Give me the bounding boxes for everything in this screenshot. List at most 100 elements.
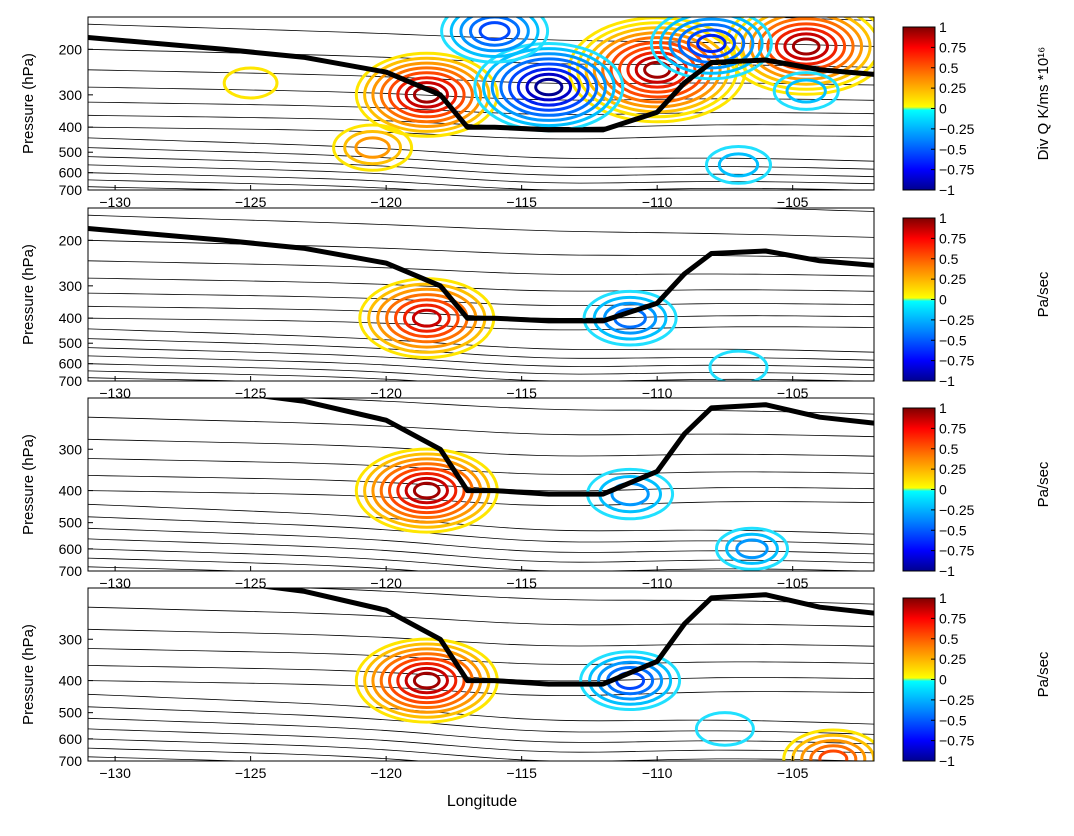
theta-contour [88, 328, 874, 353]
tropopause-line [88, 226, 874, 324]
positive-contour [332, 123, 414, 172]
x-tick-label: −110 [642, 385, 673, 401]
colorbar-4: 1 0.75 0.5 0.25 0 −0.25 −0.5 −0.75 −1 Pa/sec [902, 590, 1052, 769]
plot-area-3 [88, 398, 874, 571]
axes-frame [87, 16, 875, 191]
negative-contour [668, 17, 755, 70]
colorbar-bar [902, 407, 936, 572]
positive-contour [404, 476, 449, 505]
y-tick-label: 500 [59, 705, 83, 721]
y-tick-label: 700 [59, 563, 83, 579]
negative-contour [516, 67, 581, 107]
colorbar-tick-label: 0.25 [939, 271, 966, 287]
positive-contour [354, 51, 499, 138]
x-tick-label: −125 [235, 194, 267, 210]
colorbar-tick-label: −1 [939, 182, 955, 198]
positive-contour [809, 744, 858, 761]
plot-area-4 [88, 588, 874, 793]
colorbar-bar [902, 597, 936, 762]
colorbar-tick-label: 0.25 [939, 461, 966, 477]
y-tick-label: 500 [59, 515, 83, 531]
colorbar-tick-label: −0.75 [939, 543, 975, 559]
negative-contour [525, 72, 573, 102]
colorbar-tick-label: 0 [939, 292, 947, 308]
y-tick-label: 400 [59, 310, 83, 326]
y-axis-label: Pressure (hPa) [20, 434, 37, 535]
theta-contour [88, 773, 874, 793]
theta-contour [295, 588, 874, 605]
theta-contour [88, 137, 874, 162]
y-axis-label: Pressure (hPa) [20, 624, 37, 725]
negative-contour [649, 17, 773, 81]
y-tick-label: 600 [59, 356, 83, 372]
x-tick-label: −105 [777, 385, 809, 401]
theta-contour [295, 398, 874, 415]
negative-contour [686, 28, 737, 59]
negative-contour [785, 78, 827, 104]
positive-contour [774, 27, 838, 66]
y-tick-label: 200 [59, 232, 83, 248]
colorbar-tick-label: 0 [939, 482, 947, 498]
x-tick-label: −105 [777, 194, 809, 210]
colorbar-label: Pa/sec [1035, 651, 1052, 697]
colorbar-tick-label: 0.75 [939, 39, 966, 55]
theta-contour [88, 172, 874, 190]
theta-contour [88, 503, 874, 535]
theta-contour [88, 765, 874, 786]
colorbar-tick-label: 0.25 [939, 80, 966, 96]
positive-contour [388, 657, 466, 705]
colorbar-tick-label: 1 [939, 590, 947, 606]
colorbar-3: 1 0.75 0.5 0.25 0 −0.25 −0.5 −0.75 −1 Pa/sec [902, 400, 1052, 579]
negative-contour [449, 17, 540, 58]
y-tick-label: 600 [59, 541, 83, 557]
negative-contour [478, 21, 511, 42]
x-tick-label: −130 [99, 575, 131, 591]
colorbar-tick-label: 0 [939, 672, 947, 688]
colorbar-tick-label: 0.5 [939, 60, 959, 76]
x-tick-label: −110 [642, 575, 673, 591]
theta-contour [88, 355, 874, 376]
y-tick-label: 300 [59, 441, 83, 457]
theta-contour [88, 527, 874, 555]
axes-frame [87, 587, 875, 762]
tropopause-line [88, 35, 874, 133]
colorbar-tick-label: −1 [939, 563, 955, 579]
theta-contour [88, 317, 874, 331]
positive-contour [601, 36, 714, 104]
y-tick-label: 200 [59, 41, 83, 57]
colorbar-tick-label: −0.25 [939, 121, 975, 137]
theta-contour [88, 606, 874, 628]
negative-contour [579, 650, 682, 711]
negative-contour [717, 152, 760, 178]
theta-contour [88, 557, 425, 571]
positive-contour [354, 136, 391, 159]
negative-contour [490, 52, 607, 122]
positive-contour [343, 130, 403, 166]
theta-contour [88, 260, 874, 277]
x-tick-label: −105 [777, 575, 809, 591]
colorbar-bar [902, 26, 936, 191]
y-tick-label: 700 [59, 753, 83, 769]
negative-contour [482, 47, 616, 128]
positive-contour [412, 481, 441, 500]
theta-contour [88, 370, 426, 381]
colorbar-tick-label: −0.5 [939, 332, 967, 348]
theta-contour [88, 628, 874, 647]
positive-contour [818, 749, 849, 761]
colorbar-tick-label: −0.25 [939, 502, 975, 518]
positive-contour [376, 287, 478, 349]
colorbar-tick-label: −0.75 [939, 353, 975, 369]
x-tick-label: −130 [99, 765, 131, 781]
negative-contour [582, 289, 678, 347]
plot-area-1 [88, 17, 874, 220]
negative-contour [588, 655, 673, 706]
theta-contour [88, 205, 874, 220]
theta-contour [88, 680, 874, 696]
theta-contour [88, 179, 426, 190]
positive-contour [592, 31, 722, 109]
